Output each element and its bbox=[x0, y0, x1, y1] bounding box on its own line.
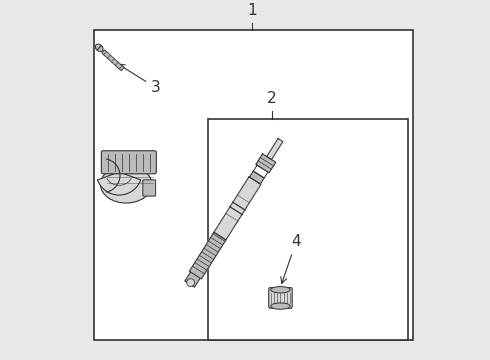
Text: 1: 1 bbox=[247, 3, 257, 18]
FancyBboxPatch shape bbox=[101, 151, 156, 174]
Polygon shape bbox=[256, 154, 276, 173]
Bar bbox=[94, 30, 414, 341]
Wedge shape bbox=[98, 172, 141, 195]
Text: 2: 2 bbox=[267, 91, 276, 107]
FancyBboxPatch shape bbox=[143, 180, 156, 196]
Polygon shape bbox=[267, 139, 283, 159]
Polygon shape bbox=[253, 165, 268, 178]
Polygon shape bbox=[249, 171, 264, 184]
Polygon shape bbox=[185, 272, 200, 287]
Polygon shape bbox=[102, 50, 124, 71]
Bar bbox=[208, 119, 408, 341]
FancyBboxPatch shape bbox=[269, 288, 292, 308]
Polygon shape bbox=[189, 232, 226, 279]
Text: 4: 4 bbox=[281, 234, 301, 283]
Polygon shape bbox=[214, 177, 261, 240]
Ellipse shape bbox=[270, 287, 290, 293]
Ellipse shape bbox=[187, 279, 195, 287]
Ellipse shape bbox=[95, 44, 103, 51]
Ellipse shape bbox=[270, 303, 290, 309]
Text: 3: 3 bbox=[118, 64, 161, 95]
Ellipse shape bbox=[100, 166, 152, 203]
